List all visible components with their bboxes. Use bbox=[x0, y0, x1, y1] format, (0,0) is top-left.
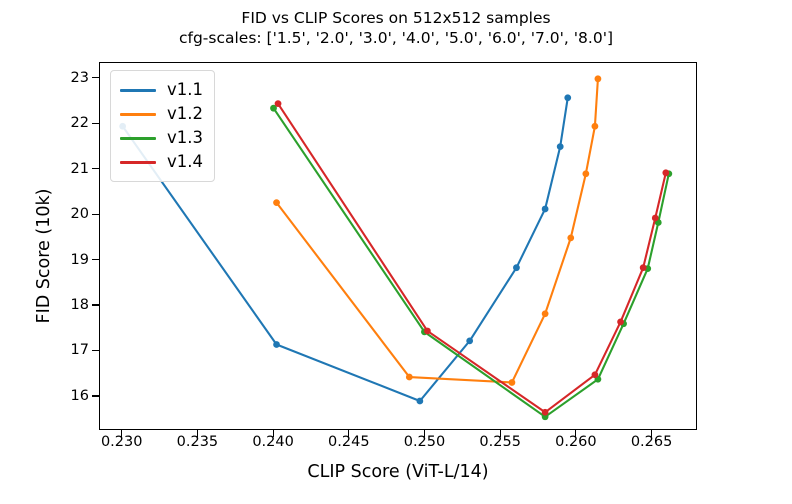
data-point bbox=[582, 170, 590, 178]
series-v1-2 bbox=[273, 75, 602, 386]
data-point bbox=[416, 397, 424, 405]
x-tick-mark bbox=[348, 430, 350, 437]
x-axis-label: CLIP Score (ViT-L/14) bbox=[307, 462, 489, 482]
data-point bbox=[508, 379, 516, 386]
x-tick-label: 0.230 bbox=[100, 434, 143, 450]
data-point bbox=[594, 75, 602, 83]
y-tick-label: 18 bbox=[70, 297, 89, 314]
legend-item-v1-2: v1.2 bbox=[120, 102, 203, 126]
data-point bbox=[556, 143, 564, 150]
legend-item-v1-3: v1.3 bbox=[120, 126, 203, 150]
data-point bbox=[541, 408, 549, 416]
y-axis-label: FID Score (10k) bbox=[34, 188, 54, 324]
y-tick-label: 22 bbox=[70, 115, 89, 132]
legend-item-v1-4: v1.4 bbox=[120, 150, 203, 174]
data-point bbox=[513, 264, 520, 272]
chart-title: FID vs CLIP Scores on 512x512 samples cf… bbox=[0, 8, 792, 49]
legend-item-v1-1: v1.1 bbox=[120, 78, 203, 102]
y-tick-label: 17 bbox=[70, 342, 89, 359]
series-line bbox=[276, 102, 667, 414]
series-line bbox=[272, 107, 670, 418]
x-tick-label: 0.260 bbox=[555, 434, 597, 450]
x-tick-label: 0.250 bbox=[403, 434, 446, 450]
legend-label: v1.4 bbox=[167, 151, 204, 171]
data-point bbox=[639, 264, 647, 272]
data-point bbox=[541, 205, 549, 213]
series-v1-4 bbox=[274, 100, 670, 416]
x-tick-label: 0.255 bbox=[479, 434, 521, 450]
y-tick-mark bbox=[92, 304, 99, 306]
x-tick-mark bbox=[575, 430, 577, 437]
data-point bbox=[424, 327, 431, 335]
x-tick-label: 0.235 bbox=[176, 434, 219, 450]
y-tick-label: 23 bbox=[70, 69, 89, 86]
x-tick-mark bbox=[196, 430, 198, 437]
y-tick-mark bbox=[92, 77, 99, 79]
legend-swatch-v1-4 bbox=[120, 160, 156, 164]
chart-title-line1: FID vs CLIP Scores on 512x512 samples bbox=[241, 9, 551, 27]
data-point bbox=[662, 169, 670, 177]
legend-swatch-v1-3 bbox=[120, 136, 156, 140]
x-tick-mark bbox=[272, 430, 274, 437]
x-tick-mark bbox=[423, 430, 426, 437]
data-point bbox=[405, 373, 413, 381]
x-tick-mark bbox=[121, 430, 123, 437]
data-point bbox=[567, 234, 575, 242]
data-point bbox=[273, 341, 280, 348]
data-point bbox=[617, 318, 624, 326]
series-v1-3 bbox=[270, 104, 673, 421]
chart-title-subtitle: cfg-scales: ['1.5', '2.0', '3.0', '4.0',… bbox=[178, 29, 614, 48]
x-tick-mark bbox=[499, 430, 501, 437]
y-tick-mark bbox=[92, 122, 99, 124]
series-line bbox=[121, 96, 569, 403]
legend-label: v1.2 bbox=[167, 103, 204, 123]
chart-legend: v1.1 v1.2 v1.3 v1.4 bbox=[110, 70, 216, 182]
y-tick-mark bbox=[92, 259, 99, 261]
legend-label: v1.1 bbox=[167, 79, 204, 99]
x-tick-mark bbox=[650, 430, 653, 437]
data-point bbox=[466, 337, 474, 345]
y-tick-label: 21 bbox=[70, 160, 89, 177]
legend-swatch-v1-1 bbox=[120, 88, 156, 92]
y-tick-mark bbox=[92, 213, 99, 215]
y-tick-mark bbox=[92, 349, 99, 352]
y-tick-label: 20 bbox=[70, 206, 89, 223]
data-point bbox=[591, 122, 599, 130]
data-point bbox=[274, 100, 282, 108]
legend-label: v1.3 bbox=[167, 127, 204, 147]
data-point bbox=[651, 214, 659, 222]
y-tick-mark bbox=[92, 168, 99, 170]
data-point bbox=[591, 371, 599, 379]
y-tick-label: 19 bbox=[70, 251, 89, 268]
data-point bbox=[541, 310, 549, 318]
y-tick-mark bbox=[92, 395, 99, 397]
legend-swatch-v1-2 bbox=[120, 112, 156, 116]
data-point bbox=[270, 104, 277, 112]
x-tick-label: 0.240 bbox=[252, 434, 294, 450]
y-tick-label: 16 bbox=[70, 387, 89, 404]
series-line bbox=[275, 77, 599, 384]
x-tick-label: 0.245 bbox=[328, 434, 370, 450]
data-point bbox=[273, 199, 280, 207]
x-tick-label: 0.265 bbox=[630, 434, 673, 450]
data-point bbox=[564, 94, 572, 102]
